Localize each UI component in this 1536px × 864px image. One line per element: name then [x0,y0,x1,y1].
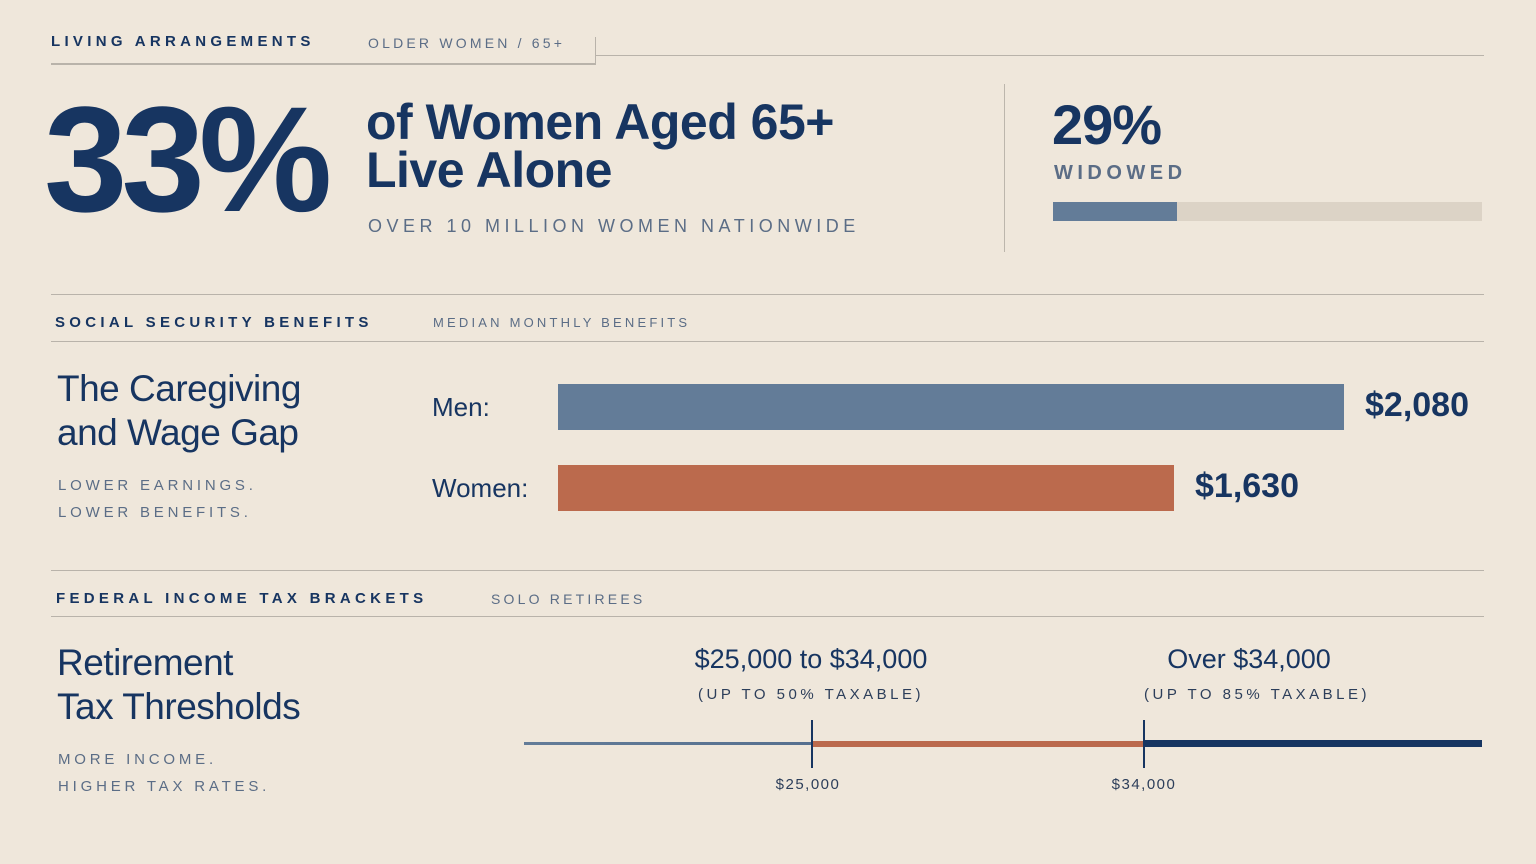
tax-note: MORE INCOME. HIGHER TAX RATES. [58,746,270,800]
tax-title-line-1: Retirement [57,642,233,683]
bar-men [558,384,1344,430]
bar-value-women: $1,630 [1195,467,1299,505]
tax-note-line-2: HIGHER TAX RATES. [58,778,271,795]
widowed-percent: 29% [1052,93,1162,156]
ss-note-line-2: LOWER BENEFITS. [58,504,252,521]
ss-section-title: SOCIAL SECURITY BENEFITS [55,314,373,331]
tax-block-title: Retirement Tax Thresholds [57,641,301,729]
threshold-line-85pct [1144,740,1482,747]
tax-bottom-rule [51,616,1484,617]
living-alone-percent: 33% [44,75,332,243]
bar-women [558,465,1174,511]
headline-line-2: Live Alone [366,142,612,198]
living-section-title: LIVING ARRANGEMENTS [51,33,315,50]
bracket-2-sublabel: (UP TO 85% TAXABLE) [1143,686,1371,703]
threshold-line-below [524,742,812,745]
living-section-subtitle: OLDER WOMEN / 65+ [368,35,566,51]
headline-line-1: of Women Aged 65+ [366,94,834,150]
ss-section-subtitle: MEDIAN MONTHLY BENEFITS [433,315,691,330]
tax-title-line-2: Tax Thresholds [57,686,301,727]
tick-label-25000: $25,000 [775,776,841,793]
bar-label-men: Men: [432,392,490,422]
tick-mark-34000 [1143,720,1145,768]
ss-top-rule [51,294,1484,295]
bar-label-women: Women: [432,473,529,503]
tick-mark-25000 [811,720,813,768]
header-rule [596,55,1484,56]
tick-label-34000: $34,000 [1111,776,1177,793]
header-tab-underline [51,63,596,65]
widowed-label: WIDOWED [1054,162,1187,184]
widowed-progress-track [1053,202,1482,221]
living-tagline: OVER 10 MILLION WOMEN NATIONWIDE [368,216,860,236]
tax-section-title: FEDERAL INCOME TAX BRACKETS [56,590,428,607]
threshold-line-50pct [812,741,1144,747]
bracket-2-label: Over $34,000 [1167,644,1331,674]
ss-block-title: The Caregiving and Wage Gap [57,367,301,455]
ss-note-line-1: LOWER EARNINGS. [58,477,257,494]
bar-value-men: $2,080 [1365,386,1469,424]
tax-top-rule [51,570,1484,571]
ss-title-line-2: and Wage Gap [57,412,299,453]
ss-bottom-rule [51,341,1484,342]
bracket-1-label: $25,000 to $34,000 [694,644,928,674]
ss-title-line-1: The Caregiving [57,368,301,409]
header-tab-divider [595,37,596,63]
tax-note-line-1: MORE INCOME. [58,751,217,768]
living-alone-headline: of Women Aged 65+ Live Alone [366,94,834,198]
ss-note: LOWER EARNINGS. LOWER BENEFITS. [58,472,257,526]
vertical-divider [1004,84,1005,252]
bracket-1-sublabel: (UP TO 50% TAXABLE) [697,686,925,703]
tax-section-subtitle: SOLO RETIREES [491,591,646,607]
widowed-progress-fill [1053,202,1178,221]
